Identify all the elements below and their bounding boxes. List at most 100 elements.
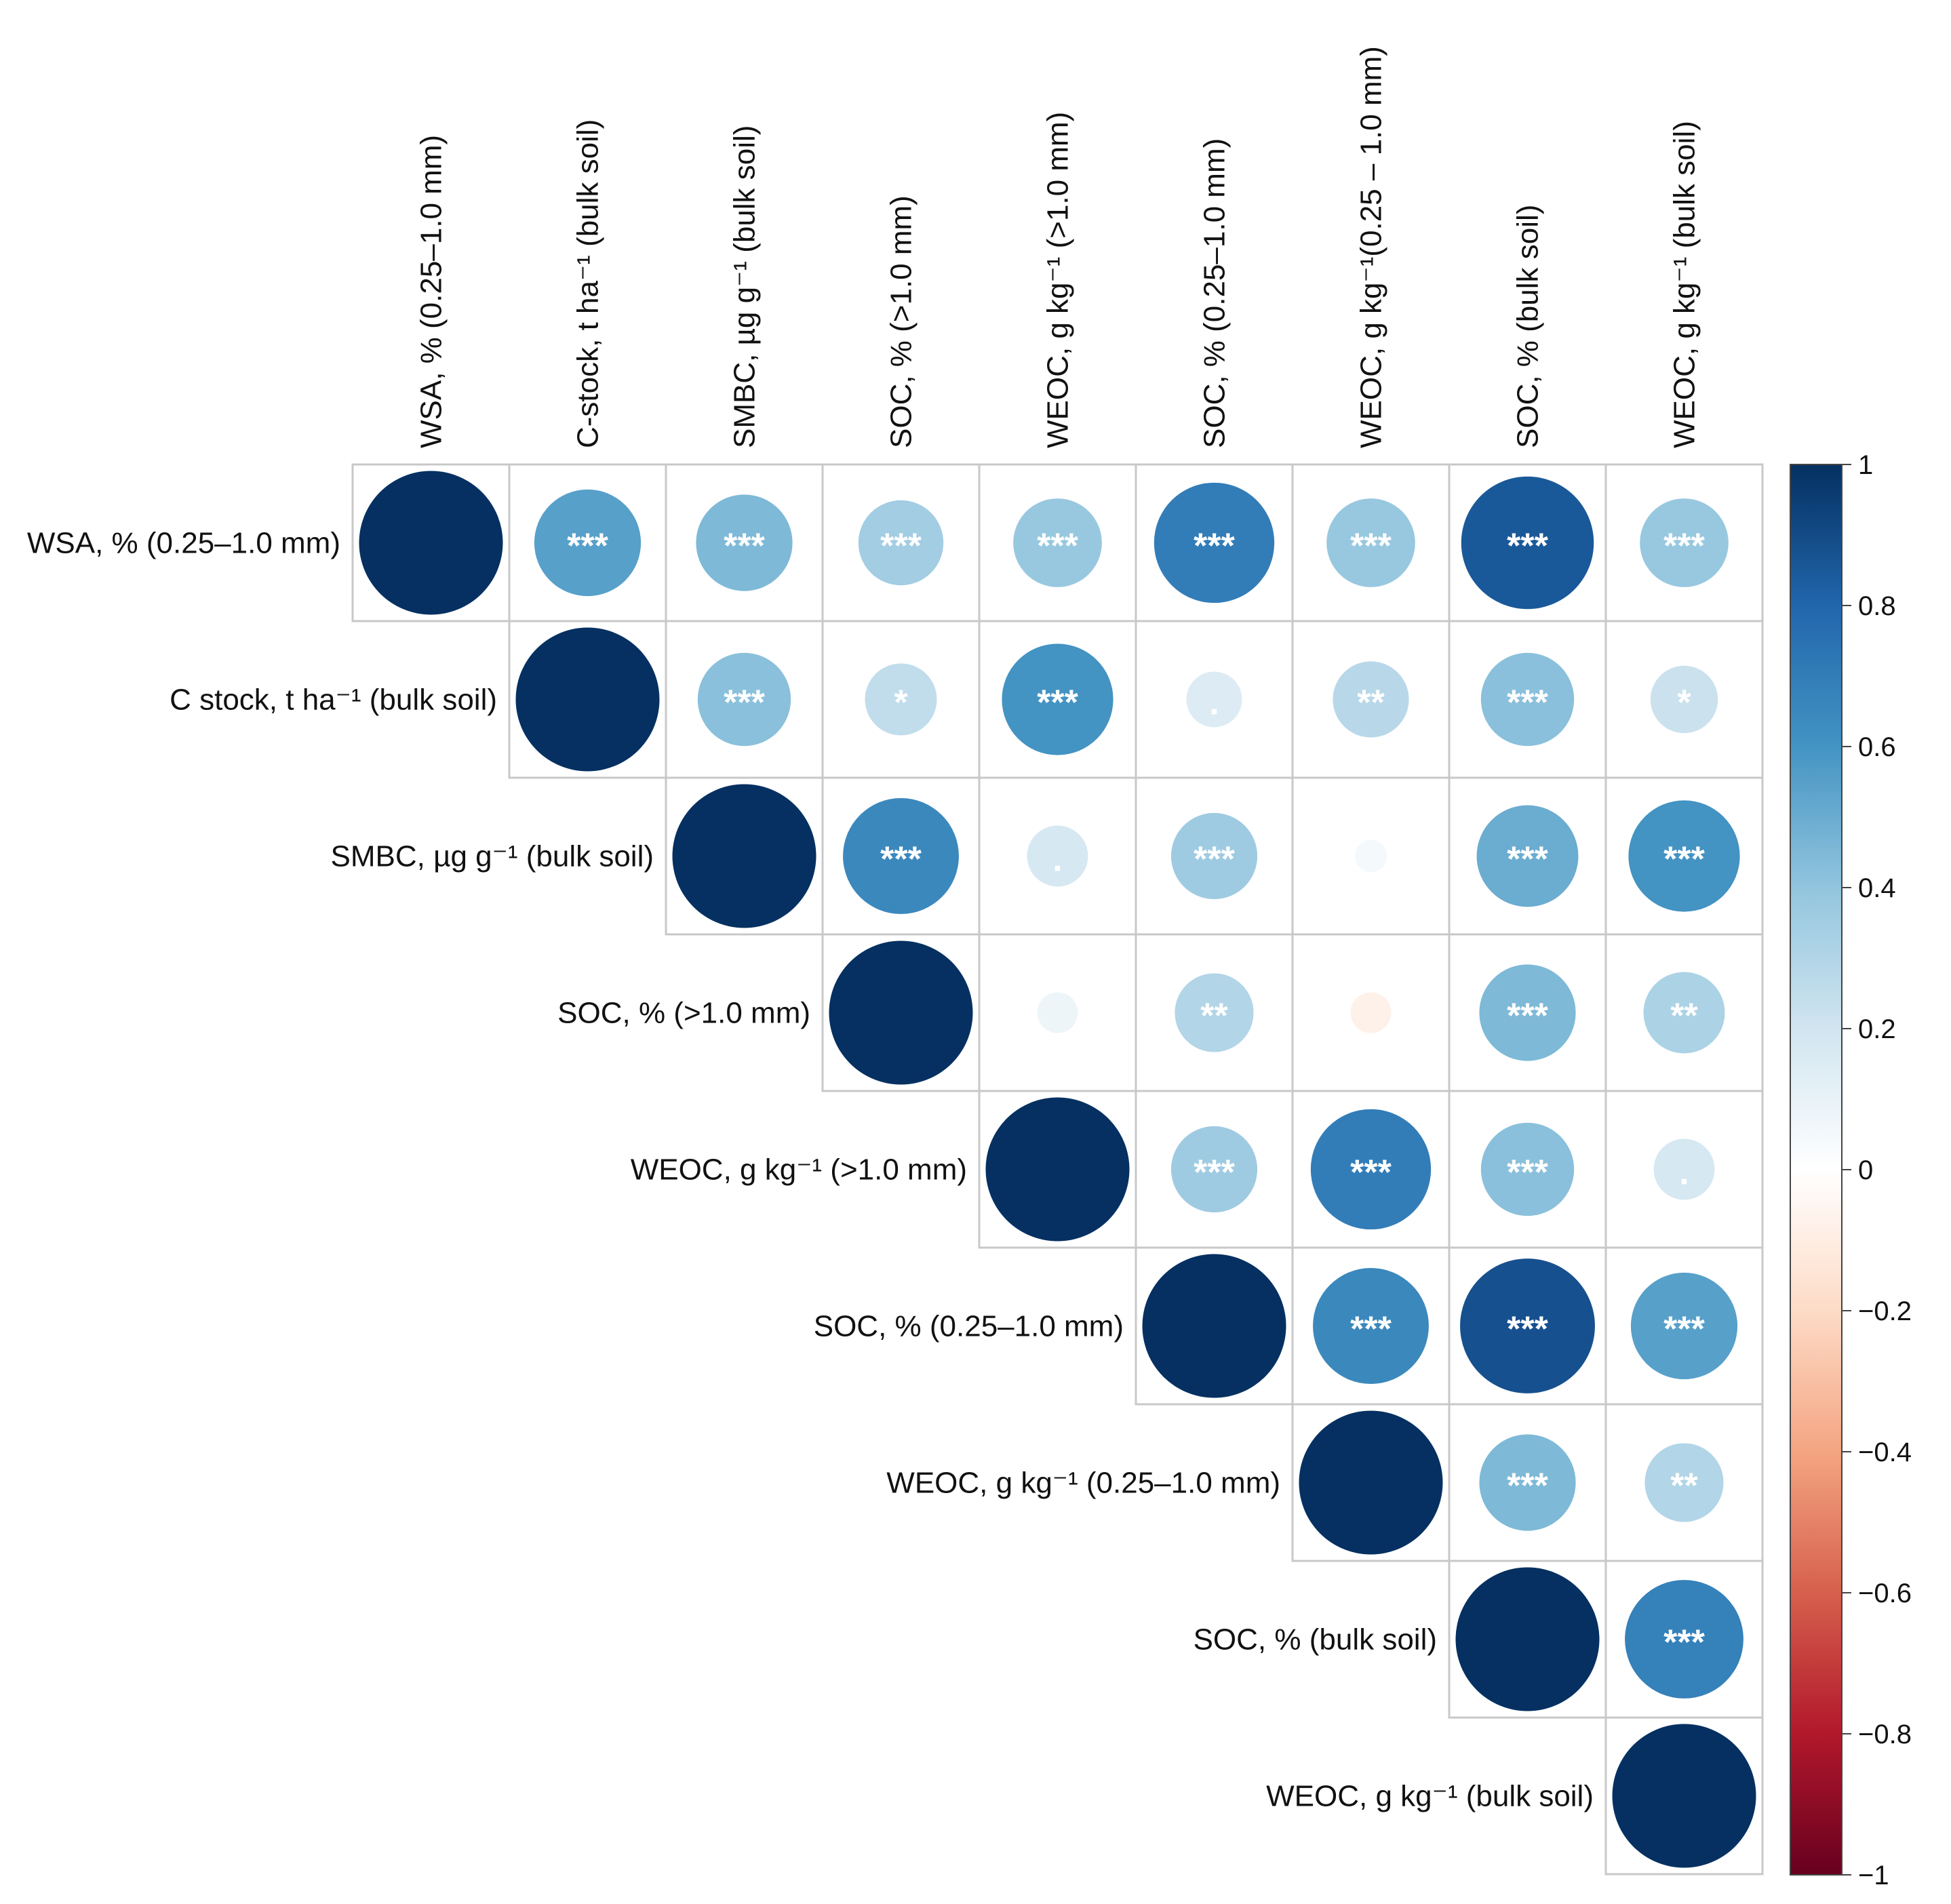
cell-r0-c4: *** — [978, 463, 1137, 622]
colorbar-tick: 0.6 — [1842, 732, 1896, 762]
cell-r1-c4: *** — [978, 620, 1137, 779]
cell-r8-c8 — [1604, 1716, 1764, 1876]
colorbar-tick: −0.2 — [1842, 1296, 1912, 1326]
column-label: WEOC, g kg⁻¹ (>1.0 mm) — [1042, 112, 1075, 448]
significance-label: ** — [1200, 997, 1228, 1036]
correlation-circle — [1333, 661, 1409, 738]
cell-r4-c6: *** — [1291, 1090, 1451, 1249]
correlation-circle — [1480, 652, 1575, 747]
significance-label: *** — [1037, 527, 1078, 566]
colorbar-tick: 0.4 — [1842, 873, 1896, 903]
colorbar-tick-label: 0.2 — [1858, 1014, 1896, 1044]
correlation-circle — [1154, 482, 1275, 603]
correlation-circle — [1299, 1410, 1443, 1555]
significance-label: *** — [724, 683, 765, 723]
correlation-circle — [1612, 1724, 1756, 1868]
correlation-circle — [1027, 825, 1088, 887]
significance-label: *** — [1507, 1310, 1548, 1349]
cell-r2-c6 — [1291, 776, 1451, 936]
cell-r3-c8: ** — [1604, 933, 1764, 1092]
correlation-circle — [1653, 1138, 1715, 1200]
correlation-circle — [1310, 1109, 1432, 1230]
column-label: SOC, % (bulk soil) — [1512, 205, 1545, 448]
colorbar-tick: 1 — [1842, 450, 1873, 480]
significance-label: . — [1052, 840, 1062, 879]
row-label: WEOC, g kg⁻¹ (bulk soil) — [1266, 1780, 1594, 1813]
correlation-circle — [1640, 498, 1729, 587]
correlation-circle — [1479, 964, 1576, 1061]
correlation-circle — [1142, 1254, 1286, 1398]
colorbar-tick-label: 0.8 — [1858, 591, 1896, 621]
colorbar-tick-label: −0.2 — [1858, 1296, 1912, 1326]
correlation-circle — [1170, 812, 1258, 900]
cell-r2-c5: *** — [1135, 776, 1294, 936]
cell-r1-c1 — [508, 620, 667, 779]
cell-r4-c4 — [978, 1090, 1137, 1249]
cell-r5-c7: *** — [1448, 1246, 1607, 1406]
correlation-circle — [865, 663, 937, 736]
row-label: WEOC, g kg⁻¹ (0.25–1.0 mm) — [886, 1467, 1280, 1500]
correlation-circle — [1479, 1434, 1576, 1531]
correlation-circle — [1650, 665, 1718, 734]
cell-r3-c3 — [821, 933, 981, 1092]
cell-r2-c2 — [665, 776, 824, 936]
significance-label: *** — [1507, 683, 1548, 723]
cell-r0-c5: *** — [1135, 463, 1294, 622]
significance-label: *** — [1663, 1623, 1705, 1663]
cell-r2-c8: *** — [1604, 776, 1764, 936]
colorbar-tick-label: 0.6 — [1858, 732, 1896, 762]
correlation-circle — [696, 494, 793, 591]
cell-r6-c7: *** — [1448, 1403, 1607, 1562]
colorbar-tick-label: 1 — [1858, 450, 1873, 480]
cell-r7-c8: *** — [1604, 1560, 1764, 1719]
cell-r1-c6: ** — [1291, 620, 1451, 779]
significance-label: *** — [1507, 997, 1548, 1036]
cell-r1-c7: *** — [1448, 620, 1607, 779]
column-label: WSA, % (0.25–1.0 mm) — [415, 135, 448, 448]
colorbar-tick-label: 0.4 — [1858, 873, 1896, 903]
significance-label: ** — [1357, 683, 1385, 723]
correlation-circle — [515, 627, 660, 772]
significance-label: *** — [1507, 1467, 1548, 1506]
column-labels: WSA, % (0.25–1.0 mm) C-stock, t ha⁻¹ (bul… — [415, 46, 1701, 448]
significance-label: *** — [1194, 527, 1235, 566]
cell-r5-c5 — [1135, 1246, 1294, 1406]
cell-r1-c2: *** — [665, 620, 824, 779]
colorbar-tick: −0.4 — [1842, 1437, 1912, 1467]
correlation-circle — [1326, 498, 1415, 587]
correlation-circle — [534, 489, 642, 597]
row-label: WSA, % (0.25–1.0 mm) — [27, 527, 340, 560]
colorbar-tick-label: 0 — [1858, 1155, 1873, 1185]
correlation-circle — [1002, 643, 1114, 755]
significance-label: . — [1679, 1153, 1689, 1193]
correlation-circle — [858, 500, 944, 586]
correlation-circle — [1170, 1126, 1258, 1213]
cell-r3-c5: ** — [1135, 933, 1294, 1092]
colorbar-gradient — [1790, 464, 1842, 1876]
column-label: WEOC, g kg⁻¹ (bulk soil) — [1668, 121, 1701, 448]
significance-label: *** — [880, 527, 922, 566]
row-label: SOC, % (bulk soil) — [1194, 1623, 1437, 1657]
significance-label: *** — [1507, 1153, 1548, 1193]
significance-label: *** — [1350, 1153, 1392, 1193]
correlation-circle — [1350, 992, 1392, 1033]
cell-r4-c7: *** — [1448, 1090, 1607, 1249]
column-label: WEOC, g kg⁻¹(0.25 – 1.0 mm) — [1355, 46, 1388, 448]
correlation-circle — [1643, 972, 1725, 1054]
correlation-circle — [1354, 839, 1387, 873]
correlation-cells: *** *** *** *** *** *** *** ****** * ***. ** *** ***… — [351, 463, 1764, 1876]
correlation-circle — [1313, 1268, 1429, 1384]
cell-r6-c6 — [1291, 1403, 1451, 1562]
colorbar-tick: 0 — [1842, 1155, 1873, 1185]
correlation-circle — [985, 1097, 1130, 1242]
cell-r0-c8: *** — [1604, 463, 1764, 622]
significance-label: *** — [1507, 840, 1548, 879]
cell-r3-c6 — [1291, 933, 1451, 1092]
cell-r6-c8: ** — [1604, 1403, 1764, 1562]
cell-r0-c0 — [351, 463, 511, 622]
colorbar-tick: −1 — [1842, 1861, 1889, 1890]
cell-r5-c8: *** — [1604, 1246, 1764, 1406]
colorbar-tick-label: −1 — [1858, 1861, 1889, 1890]
significance-label: *** — [1663, 527, 1705, 566]
